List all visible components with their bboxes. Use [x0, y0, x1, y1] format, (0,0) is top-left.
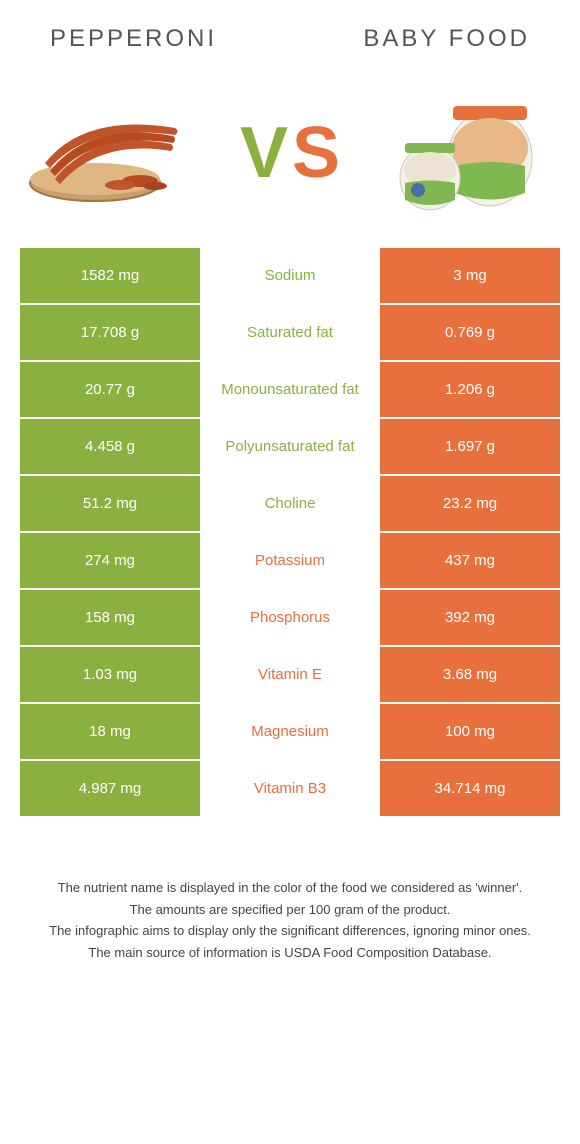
right-value-cell: 392 mg	[380, 590, 560, 645]
left-value-cell: 17.708 g	[20, 305, 200, 360]
left-value-cell: 4.458 g	[20, 419, 200, 474]
table-row: 4.458 gPolyunsaturated fat1.697 g	[20, 419, 560, 474]
vs-label: V S	[240, 112, 340, 194]
left-value-cell: 20.77 g	[20, 362, 200, 417]
left-value-cell: 1.03 mg	[20, 647, 200, 702]
table-row: 1582 mgSodium3 mg	[20, 248, 560, 303]
right-value-cell: 100 mg	[380, 704, 560, 759]
left-value-cell: 51.2 mg	[20, 476, 200, 531]
left-value-cell: 274 mg	[20, 533, 200, 588]
nutrient-label-cell: Vitamin E	[200, 647, 380, 702]
left-value-cell: 18 mg	[20, 704, 200, 759]
nutrient-label-cell: Potassium	[200, 533, 380, 588]
footer-line-4: The main source of information is USDA F…	[30, 943, 550, 963]
babyfood-image	[370, 83, 560, 223]
right-value-cell: 3.68 mg	[380, 647, 560, 702]
right-title: Baby food	[363, 25, 530, 53]
left-title: Pepperoni	[50, 25, 217, 53]
table-row: 1.03 mgVitamin E3.68 mg	[20, 647, 560, 702]
right-value-cell: 437 mg	[380, 533, 560, 588]
footer-line-3: The infographic aims to display only the…	[30, 921, 550, 941]
table-row: 18 mgMagnesium100 mg	[20, 704, 560, 759]
table-row: 4.987 mgVitamin B334.714 mg	[20, 761, 560, 816]
nutrient-label-cell: Phosphorus	[200, 590, 380, 645]
footer-notes: The nutrient name is displayed in the co…	[0, 818, 580, 962]
table-row: 158 mgPhosphorus392 mg	[20, 590, 560, 645]
nutrient-label-cell: Choline	[200, 476, 380, 531]
vs-s-letter: S	[292, 112, 340, 194]
nutrient-label-cell: Sodium	[200, 248, 380, 303]
image-row: V S	[0, 68, 580, 248]
right-value-cell: 0.769 g	[380, 305, 560, 360]
footer-line-2: The amounts are specified per 100 gram o…	[30, 900, 550, 920]
left-value-cell: 1582 mg	[20, 248, 200, 303]
nutrient-label-cell: Monounsaturated fat	[200, 362, 380, 417]
table-row: 51.2 mgCholine23.2 mg	[20, 476, 560, 531]
nutrient-label-cell: Saturated fat	[200, 305, 380, 360]
right-value-cell: 23.2 mg	[380, 476, 560, 531]
vs-v-letter: V	[240, 112, 288, 194]
left-value-cell: 158 mg	[20, 590, 200, 645]
right-value-cell: 1.697 g	[380, 419, 560, 474]
footer-line-1: The nutrient name is displayed in the co…	[30, 878, 550, 898]
right-value-cell: 1.206 g	[380, 362, 560, 417]
comparison-table: 1582 mgSodium3 mg17.708 gSaturated fat0.…	[0, 248, 580, 816]
header: Pepperoni Baby food	[0, 0, 580, 68]
right-value-cell: 34.714 mg	[380, 761, 560, 816]
nutrient-label-cell: Vitamin B3	[200, 761, 380, 816]
right-value-cell: 3 mg	[380, 248, 560, 303]
pepperoni-image	[20, 83, 210, 223]
left-value-cell: 4.987 mg	[20, 761, 200, 816]
table-row: 20.77 gMonounsaturated fat1.206 g	[20, 362, 560, 417]
nutrient-label-cell: Polyunsaturated fat	[200, 419, 380, 474]
table-row: 274 mgPotassium437 mg	[20, 533, 560, 588]
nutrient-label-cell: Magnesium	[200, 704, 380, 759]
table-row: 17.708 gSaturated fat0.769 g	[20, 305, 560, 360]
